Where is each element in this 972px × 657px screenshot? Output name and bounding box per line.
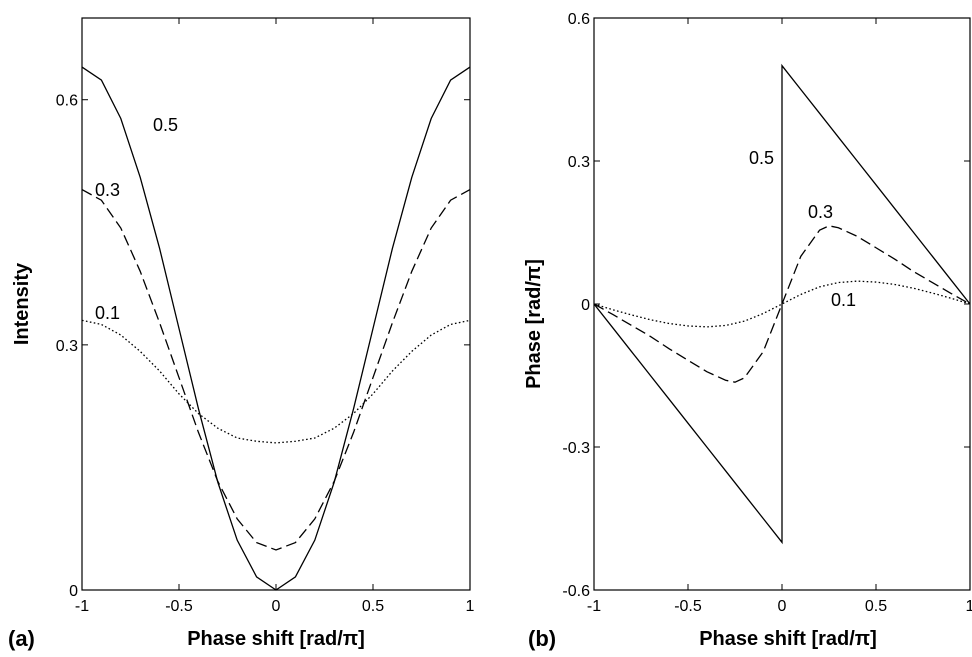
panel-label: (b) [528,626,556,651]
series-label: 0.5 [749,148,774,168]
y-tick-label: 0 [69,583,78,600]
phase-chart-panel: -1 -0.5 0 0.5 1 -0.6 -0.3 0 0.3 0.6 0.5 0.3 0.1 Phase… [523,11,972,651]
series-line-0-1 [593,280,971,328]
y-tick-label: -0.3 [562,440,590,457]
series-line-0-5 [593,63,971,545]
series-line-0-1 [81,319,471,444]
y-tick-label: 0.6 [56,93,78,110]
x-tick-label: 1 [466,598,475,615]
x-tick-label: -1 [587,598,601,615]
x-tick-label: -0.5 [165,598,193,615]
y-tick-label: 0.6 [568,11,590,28]
x-tick-label: 0.5 [865,598,887,615]
x-tick-label: 0.5 [362,598,384,615]
series-line-0-5 [81,66,471,591]
series-label: 0.3 [95,180,120,200]
y-axis-label: Phase [rad/π] [523,259,545,389]
y-tick-label: -0.6 [562,583,590,600]
intensity-chart-panel: -1 -0.5 0 0.5 1 0 0.3 0.6 0.5 0.3 0.1 Phase shift [… [8,17,475,651]
series-line-0-3 [81,189,471,551]
series-label: 0.5 [153,115,178,135]
x-tick-label: 1 [966,598,972,615]
x-axis-label: Phase shift [rad/π] [187,628,365,650]
x-tick-label: 0 [778,598,787,615]
y-tick-label: 0.3 [56,338,78,355]
series-label: 0.1 [831,290,856,310]
x-tick-label: -0.5 [674,598,702,615]
plot-frame [81,17,471,591]
y-axis-label: Intensity [11,262,33,345]
x-tick-label: 0 [272,598,281,615]
series-label: 0.3 [808,202,833,222]
x-tick-label: -1 [75,598,89,615]
x-axis-label: Phase shift [rad/π] [699,628,877,650]
y-tick-label: 0.3 [568,154,590,171]
y-tick-label: 0 [581,297,590,314]
panel-label: (a) [8,626,35,651]
series-label: 0.1 [95,303,120,323]
series-line-0-3 [593,225,971,383]
